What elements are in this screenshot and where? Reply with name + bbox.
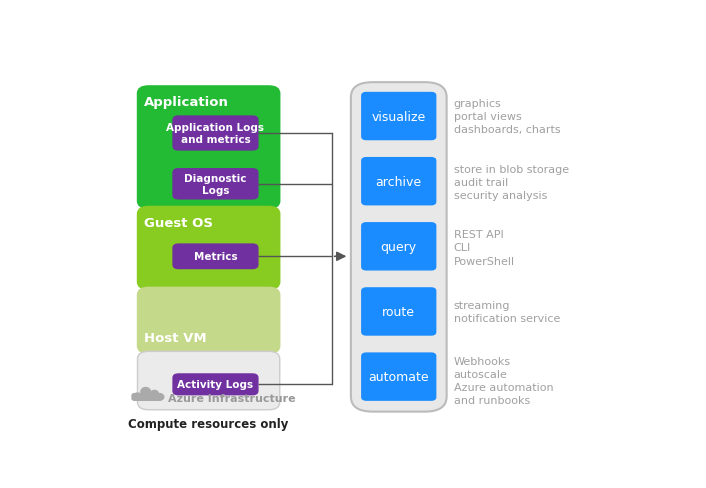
FancyBboxPatch shape xyxy=(361,93,436,140)
Text: Diagnostic
Logs: Diagnostic Logs xyxy=(184,174,246,195)
FancyBboxPatch shape xyxy=(138,352,280,410)
Ellipse shape xyxy=(150,390,159,398)
FancyBboxPatch shape xyxy=(173,169,258,200)
Text: route: route xyxy=(382,305,415,318)
Text: archive: archive xyxy=(376,175,421,188)
Text: Compute resources only: Compute resources only xyxy=(128,418,289,430)
Ellipse shape xyxy=(141,388,150,396)
Text: store in blob storage
audit trail
security analysis: store in blob storage audit trail securi… xyxy=(454,164,569,201)
Text: visualize: visualize xyxy=(371,110,426,123)
FancyBboxPatch shape xyxy=(361,224,436,270)
FancyBboxPatch shape xyxy=(138,87,280,209)
Text: Host VM: Host VM xyxy=(144,331,207,344)
FancyBboxPatch shape xyxy=(361,288,436,335)
FancyBboxPatch shape xyxy=(361,158,436,205)
FancyBboxPatch shape xyxy=(173,117,258,151)
Text: Application: Application xyxy=(144,96,229,109)
Text: Application Logs
and metrics: Application Logs and metrics xyxy=(167,123,265,144)
Text: automate: automate xyxy=(369,370,429,383)
Text: graphics
portal views
dashboards, charts: graphics portal views dashboards, charts xyxy=(454,99,561,135)
FancyBboxPatch shape xyxy=(138,207,280,290)
FancyBboxPatch shape xyxy=(173,244,258,269)
Text: Metrics: Metrics xyxy=(193,252,237,262)
Text: REST API
CLI
PowerShell: REST API CLI PowerShell xyxy=(454,230,515,266)
Text: streaming
notification service: streaming notification service xyxy=(454,300,560,324)
Text: query: query xyxy=(381,240,417,253)
FancyBboxPatch shape xyxy=(173,374,258,395)
Text: Webhooks
autoscale
Azure automation
and runbooks: Webhooks autoscale Azure automation and … xyxy=(454,356,554,406)
FancyBboxPatch shape xyxy=(138,288,280,353)
Ellipse shape xyxy=(134,393,141,400)
FancyBboxPatch shape xyxy=(361,353,436,400)
FancyBboxPatch shape xyxy=(132,394,162,401)
Ellipse shape xyxy=(157,394,164,400)
Text: Activity Logs: Activity Logs xyxy=(177,380,253,389)
Text: Guest OS: Guest OS xyxy=(144,216,213,229)
FancyBboxPatch shape xyxy=(351,83,447,412)
Text: Azure Infrastructure: Azure Infrastructure xyxy=(167,393,295,403)
